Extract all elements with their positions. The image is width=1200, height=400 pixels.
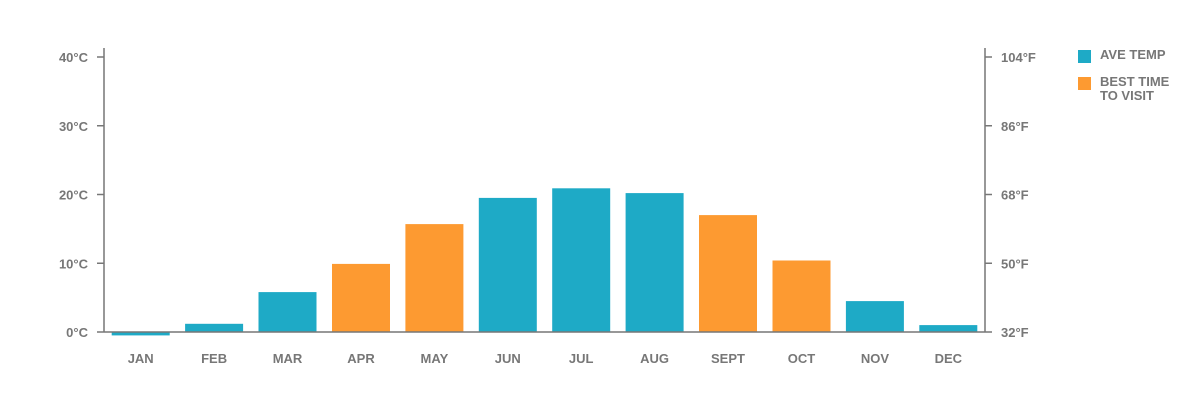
x-tick-label-aug: AUG xyxy=(640,351,669,366)
y-tick-label-left: 20°C xyxy=(59,188,89,203)
bar-jun xyxy=(478,197,537,332)
legend-item-best-time: BEST TIME TO VISIT xyxy=(1078,75,1190,103)
x-tick-label-may: MAY xyxy=(421,351,449,366)
legend-item-ave-temp: AVE TEMP xyxy=(1078,48,1190,63)
bar-may xyxy=(405,224,464,332)
bar-oct xyxy=(772,260,831,332)
bar-dec xyxy=(919,325,978,332)
bar-sept xyxy=(699,215,757,332)
bar-jul xyxy=(552,188,611,332)
legend-swatch-ave-temp xyxy=(1078,50,1091,63)
y-tick-label-right: 32°F xyxy=(1001,325,1029,340)
y-tick-label-left: 30°C xyxy=(59,119,89,134)
y-tick-label-left: 0°C xyxy=(66,325,88,340)
bar-mar xyxy=(258,292,317,332)
y-tick-label-right: 104°F xyxy=(1001,50,1036,65)
x-tick-label-jul: JUL xyxy=(569,351,594,366)
x-tick-label-apr: APR xyxy=(347,351,375,366)
bar-nov xyxy=(845,301,904,332)
legend: AVE TEMP BEST TIME TO VISIT xyxy=(1078,48,1190,115)
bar-feb xyxy=(185,323,244,333)
x-tick-label-dec: DEC xyxy=(935,351,963,366)
bar-aug xyxy=(625,193,684,332)
x-tick-label-oct: OCT xyxy=(788,351,816,366)
x-tick-label-sept: SEPT xyxy=(711,351,745,366)
legend-swatch-best-time xyxy=(1078,77,1091,90)
x-tick-label-jun: JUN xyxy=(495,351,521,366)
y-tick-label-right: 86°F xyxy=(1001,119,1029,134)
y-tick-label-left: 10°C xyxy=(59,256,89,271)
x-tick-label-feb: FEB xyxy=(201,351,227,366)
bar-apr xyxy=(332,263,390,332)
y-tick-label-right: 68°F xyxy=(1001,188,1029,203)
bar-jan xyxy=(111,332,170,336)
x-tick-label-mar: MAR xyxy=(273,351,303,366)
y-tick-label-left: 40°C xyxy=(59,50,89,65)
legend-label-best-time: BEST TIME TO VISIT xyxy=(1100,74,1170,103)
x-tick-label-jan: JAN xyxy=(128,351,154,366)
y-tick-label-right: 50°F xyxy=(1001,256,1029,271)
x-tick-label-nov: NOV xyxy=(861,351,890,366)
legend-label-ave-temp: AVE TEMP xyxy=(1100,47,1166,62)
